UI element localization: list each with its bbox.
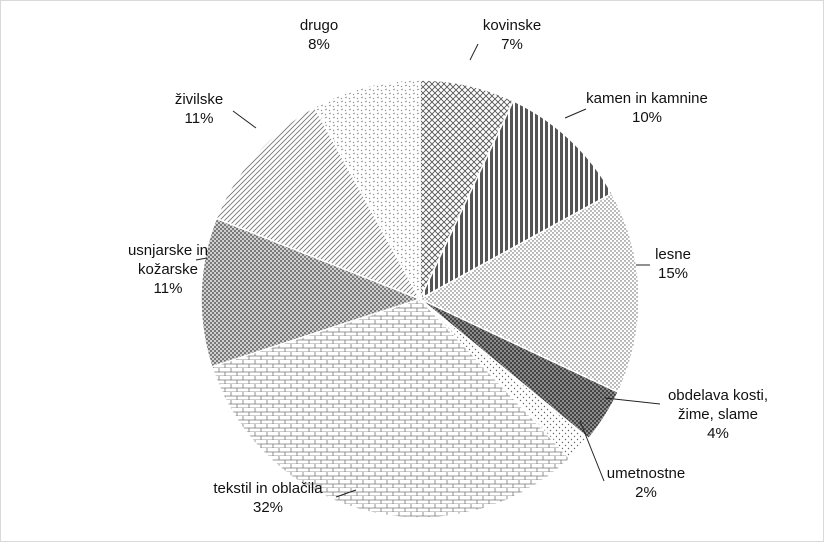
slice-category: drugo: [300, 17, 338, 34]
slice-category: kamen in kamnine: [586, 90, 708, 107]
slice-category: živilske: [175, 91, 223, 108]
slice-percent: 11%: [185, 110, 214, 127]
slice-category: lesne: [655, 246, 691, 263]
slice-label-4: umetnostne 2%: [607, 465, 685, 501]
slice-category: umetnostne: [607, 465, 685, 482]
slice-label-6: usnjarske in kožarske 11%: [128, 242, 208, 297]
slice-percent: 10%: [632, 109, 662, 126]
slice-label-1: kamen in kamnine 10%: [586, 90, 708, 126]
slice-percent: 2%: [635, 484, 657, 501]
leader-line-4: [579, 420, 605, 482]
slice-label-2: lesne 15%: [655, 246, 691, 282]
leader-line-0: [469, 43, 479, 61]
slice-percent: 15%: [658, 265, 688, 282]
slice-label-8: drugo 8%: [300, 17, 338, 53]
slice-category: tekstil in oblačila: [213, 480, 323, 497]
slice-percent: 7%: [501, 36, 523, 53]
slice-percent: 32%: [253, 499, 283, 516]
leader-line-7: [232, 110, 257, 129]
pie-slice-8: [313, 79, 421, 300]
slice-category: obdelava kosti,: [668, 387, 768, 404]
pie-slice-1: [418, 99, 613, 301]
slice-label-0: kovinske 7%: [483, 17, 541, 53]
slice-category: kovinske: [483, 17, 541, 34]
pie-slice-7: [215, 106, 422, 301]
slice-percent: 11%: [154, 280, 183, 297]
slice-category: žime, slame: [678, 406, 758, 423]
slice-label-5: tekstil in oblačila 32%: [213, 480, 323, 516]
pie-slice-2: [418, 192, 640, 394]
pie-slice-6: [200, 217, 423, 368]
slice-percent: 4%: [707, 425, 729, 442]
leader-line-5: [335, 489, 357, 498]
slice-category: kožarske: [138, 261, 198, 278]
slice-label-3: obdelava kosti, žime, slame 4%: [668, 387, 768, 442]
slice-category: usnjarske in: [128, 242, 208, 259]
leader-line-3: [604, 397, 661, 405]
pie-slice-5: [210, 298, 571, 519]
slice-label-7: živilske 11%: [175, 91, 223, 127]
leader-line-6: [195, 257, 208, 261]
slice-percent: 8%: [308, 36, 330, 53]
leader-line-1: [564, 108, 587, 119]
